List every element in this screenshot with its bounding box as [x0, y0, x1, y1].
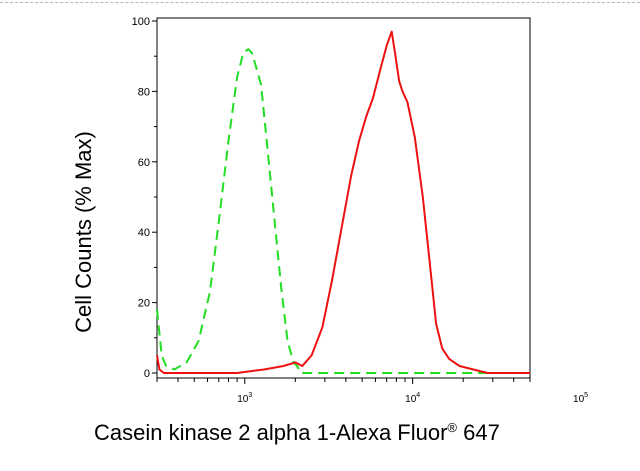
- x-axis-label-superscript: ®: [447, 420, 458, 435]
- y-tick-label: 60: [138, 157, 150, 169]
- x-tick-exponent: 4: [416, 392, 420, 399]
- top-border: [0, 2, 640, 3]
- x-tick-exponent: 3: [248, 392, 252, 399]
- y-axis-label: Cell Counts (% Max): [71, 131, 96, 333]
- x-axis-label-text: Casein kinase 2 alpha 1-Alexa Fluor: [94, 420, 448, 445]
- y-tick-label: 20: [138, 298, 150, 310]
- y-tick-label: 40: [138, 227, 150, 239]
- x-tick-label: 105: [573, 392, 588, 405]
- control-histogram-line: [156, 48, 530, 374]
- y-tick-label: 100: [132, 16, 150, 28]
- x-tick-exponent: 5: [584, 392, 588, 399]
- x-tick-label: 103: [237, 392, 252, 405]
- plot-frame: [156, 17, 531, 379]
- sample-histogram-line: [156, 30, 530, 374]
- x-axis-label: Casein kinase 2 alpha 1-Alexa Fluor® 647: [94, 420, 500, 446]
- y-tick-label: 80: [138, 86, 150, 98]
- x-tick-label: 104: [405, 392, 420, 405]
- y-tick-label: 0: [144, 368, 150, 380]
- x-axis-label-suffix: 647: [457, 420, 500, 445]
